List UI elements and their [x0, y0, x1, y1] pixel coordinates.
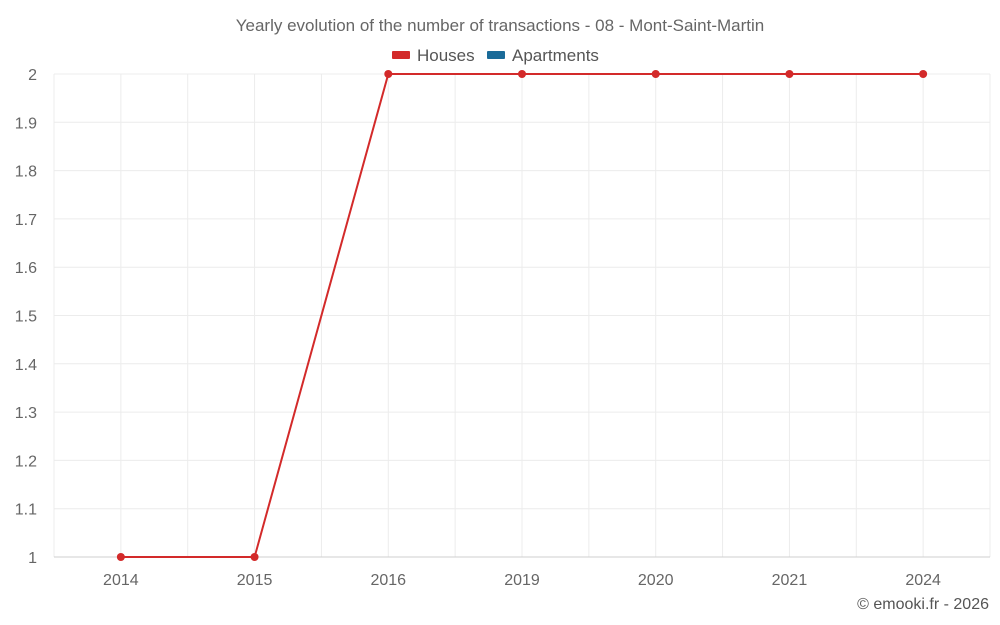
y-axis-ticks: 1 1.1 1.2 1.3 1.4 1.5 1.6 1.7 1.8 1.9 2	[15, 67, 37, 567]
x-tick-label: 2015	[237, 572, 273, 589]
y-tick-label: 1.3	[15, 405, 37, 422]
x-tick-label: 2024	[905, 572, 941, 589]
y-tick-label: 1.6	[15, 260, 37, 277]
legend-label-houses: Houses	[417, 46, 475, 65]
data-point-houses[interactable]	[785, 70, 794, 78]
legend-item-apartments[interactable]: Apartments	[487, 46, 599, 65]
legend-item-houses[interactable]: Houses	[392, 46, 475, 65]
chart-title: Yearly evolution of the number of transa…	[236, 16, 765, 35]
credit-text: © emooki.fr - 2026	[857, 596, 989, 613]
data-point-houses[interactable]	[919, 70, 928, 78]
data-point-houses[interactable]	[250, 553, 259, 561]
y-tick-label: 1.4	[15, 357, 37, 374]
y-tick-label: 2	[28, 67, 37, 84]
legend-swatch-apartments	[487, 51, 505, 59]
x-tick-label: 2019	[504, 572, 540, 589]
data-point-houses[interactable]	[518, 70, 526, 78]
y-tick-label: 1.8	[15, 164, 37, 181]
legend: Houses Apartments	[392, 46, 599, 65]
x-tick-label: 2021	[772, 572, 808, 589]
data-point-houses[interactable]	[651, 70, 660, 78]
y-tick-label: 1.2	[15, 453, 37, 470]
legend-swatch-houses	[392, 51, 410, 59]
y-tick-label: 1.1	[15, 502, 37, 519]
x-tick-label: 2014	[103, 572, 139, 589]
x-axis-ticks: 2014 2015 2016 2019 2020 2021 2024	[103, 572, 941, 589]
y-tick-label: 1.9	[15, 115, 37, 132]
y-tick-label: 1	[28, 550, 37, 567]
grid	[53, 73, 991, 558]
series	[116, 70, 928, 561]
x-tick-label: 2020	[638, 572, 674, 589]
legend-label-apartments: Apartments	[512, 46, 599, 65]
data-point-houses[interactable]	[384, 70, 393, 78]
data-point-houses[interactable]	[116, 553, 125, 561]
x-tick-label: 2016	[370, 572, 406, 589]
y-tick-label: 1.5	[15, 309, 37, 326]
y-tick-label: 1.7	[15, 212, 37, 229]
